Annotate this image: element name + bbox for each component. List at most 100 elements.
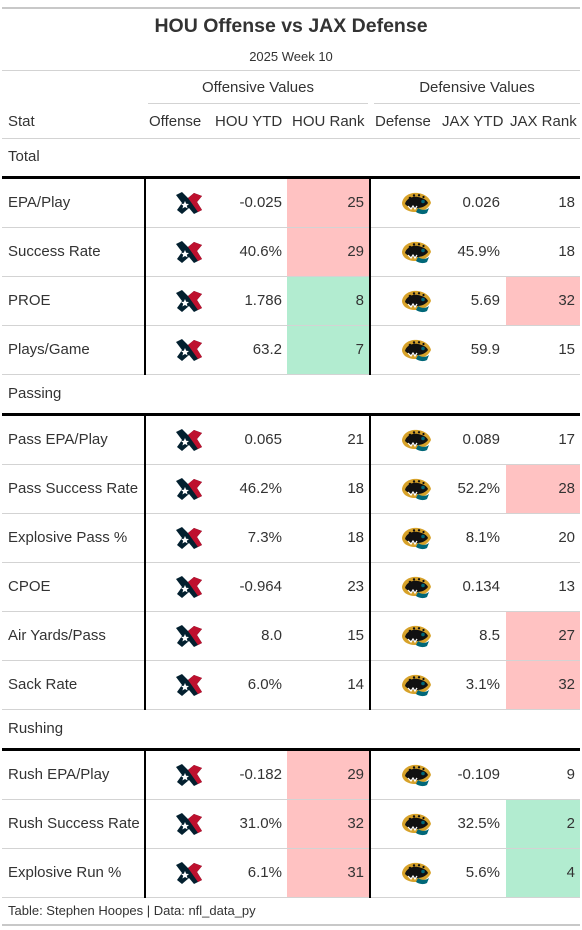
stat-label: Explosive Run % xyxy=(8,864,122,881)
row-rule xyxy=(2,276,580,277)
houston-texans-logo-icon xyxy=(173,475,205,503)
stat-label: Plays/Game xyxy=(8,341,90,358)
row-rule xyxy=(2,374,580,375)
stat-label: Explosive Pass % xyxy=(8,529,128,546)
row-group-label: Passing xyxy=(8,385,62,402)
def-rank-value: 9 xyxy=(566,766,575,783)
def-rank-highlight xyxy=(506,849,580,897)
off-ytd-value: -0.182 xyxy=(239,766,282,783)
off-ytd-value: 7.3% xyxy=(247,529,282,546)
off-rank-highlight xyxy=(287,228,370,276)
table-row: Success Rate 40.6% 29 45.9% 18 xyxy=(2,228,580,276)
off-rank-highlight xyxy=(287,751,370,799)
stat-label: PROE xyxy=(8,292,51,309)
table-row: Explosive Run % 6.1% 31 5.6% 4 xyxy=(2,849,580,897)
def-rank-value: 18 xyxy=(558,194,575,211)
jacksonville-jaguars-logo-icon xyxy=(400,573,432,601)
off-rank-value: 25 xyxy=(347,194,364,211)
off-ytd-value: 1.786 xyxy=(244,292,282,309)
col-header-offense: Offense xyxy=(149,113,202,130)
row-rule xyxy=(2,138,580,139)
header-rule xyxy=(2,70,580,71)
def-rank-value: 32 xyxy=(558,676,575,693)
stat-label: Sack Rate xyxy=(8,676,78,693)
row-rule xyxy=(2,897,580,898)
col-header-def-rank: JAX Rank xyxy=(510,113,577,130)
def-ytd-value: 0.089 xyxy=(462,431,500,448)
houston-texans-logo-icon xyxy=(173,336,205,364)
off-rank-value: 32 xyxy=(347,815,364,832)
table-row: Plays/Game 63.2 7 59.9 15 xyxy=(2,326,580,374)
offense-column-divider xyxy=(144,416,146,710)
off-rank-value: 31 xyxy=(347,864,364,881)
def-rank-value: 17 xyxy=(558,431,575,448)
def-ytd-value: 3.1% xyxy=(465,676,500,693)
stat-label: Success Rate xyxy=(8,243,101,260)
def-rank-highlight xyxy=(506,800,580,848)
row-rule xyxy=(2,325,580,326)
jacksonville-jaguars-logo-icon xyxy=(400,859,432,887)
table-row: Air Yards/Pass 8.0 15 8.5 27 xyxy=(2,612,580,660)
jacksonville-jaguars-logo-icon xyxy=(400,336,432,364)
jacksonville-jaguars-logo-icon xyxy=(400,524,432,552)
off-ytd-value: 31.0% xyxy=(239,815,282,832)
houston-texans-logo-icon xyxy=(173,761,205,789)
off-ytd-value: 46.2% xyxy=(239,480,282,497)
stat-label: CPOE xyxy=(8,578,51,595)
off-rank-highlight xyxy=(287,179,370,227)
houston-texans-logo-icon xyxy=(173,238,205,266)
def-rank-highlight xyxy=(506,661,580,709)
jacksonville-jaguars-logo-icon xyxy=(400,622,432,650)
row-rule xyxy=(2,848,580,849)
def-rank-value: 13 xyxy=(558,578,575,595)
off-rank-value: 7 xyxy=(355,341,364,358)
def-ytd-value: 0.026 xyxy=(462,194,500,211)
off-rank-value: 29 xyxy=(347,243,364,260)
jacksonville-jaguars-logo-icon xyxy=(400,238,432,266)
def-rank-value: 20 xyxy=(558,529,575,546)
off-rank-highlight xyxy=(287,800,370,848)
table-row: Explosive Pass % 7.3% 18 8.1% 20 xyxy=(2,514,580,562)
def-rank-value: 2 xyxy=(566,815,575,832)
col-header-off-rank: HOU Rank xyxy=(292,113,365,130)
off-ytd-value: 0.065 xyxy=(244,431,282,448)
houston-texans-logo-icon xyxy=(173,622,205,650)
def-rank-highlight xyxy=(506,612,580,660)
houston-texans-logo-icon xyxy=(173,287,205,315)
stat-label: Pass Success Rate xyxy=(8,480,139,497)
jacksonville-jaguars-logo-icon xyxy=(400,810,432,838)
bottom-rule xyxy=(2,924,580,926)
group-separator-rule xyxy=(2,748,580,751)
top-rule xyxy=(2,7,580,9)
off-ytd-value: 40.6% xyxy=(239,243,282,260)
table-title: HOU Offense vs JAX Defense xyxy=(154,15,428,37)
def-ytd-value: -0.109 xyxy=(457,766,500,783)
def-rank-value: 15 xyxy=(558,341,575,358)
row-rule xyxy=(2,799,580,800)
off-rank-value: 8 xyxy=(355,292,364,309)
houston-texans-logo-icon xyxy=(173,810,205,838)
off-rank-value: 18 xyxy=(347,529,364,546)
col-header-off-ytd: HOU YTD xyxy=(215,113,283,130)
group-separator-rule xyxy=(2,176,580,179)
stat-label: EPA/Play xyxy=(8,194,71,211)
def-ytd-value: 8.1% xyxy=(465,529,500,546)
jacksonville-jaguars-logo-icon xyxy=(400,189,432,217)
jacksonville-jaguars-logo-icon xyxy=(400,475,432,503)
offense-column-divider xyxy=(144,751,146,898)
houston-texans-logo-icon xyxy=(173,524,205,552)
jacksonville-jaguars-logo-icon xyxy=(400,287,432,315)
jacksonville-jaguars-logo-icon xyxy=(400,671,432,699)
off-rank-value: 15 xyxy=(347,627,364,644)
row-rule xyxy=(2,709,580,710)
def-ytd-value: 5.6% xyxy=(465,864,500,881)
row-rule xyxy=(2,227,580,228)
def-rank-value: 18 xyxy=(558,243,575,260)
def-rank-value: 32 xyxy=(558,292,575,309)
defensive-spanner-line xyxy=(374,103,580,104)
off-ytd-value: -0.025 xyxy=(239,194,282,211)
off-ytd-value: 6.0% xyxy=(247,676,282,693)
stat-label: Pass EPA/Play xyxy=(8,431,108,448)
houston-texans-logo-icon xyxy=(173,189,205,217)
def-rank-value: 4 xyxy=(566,864,575,881)
